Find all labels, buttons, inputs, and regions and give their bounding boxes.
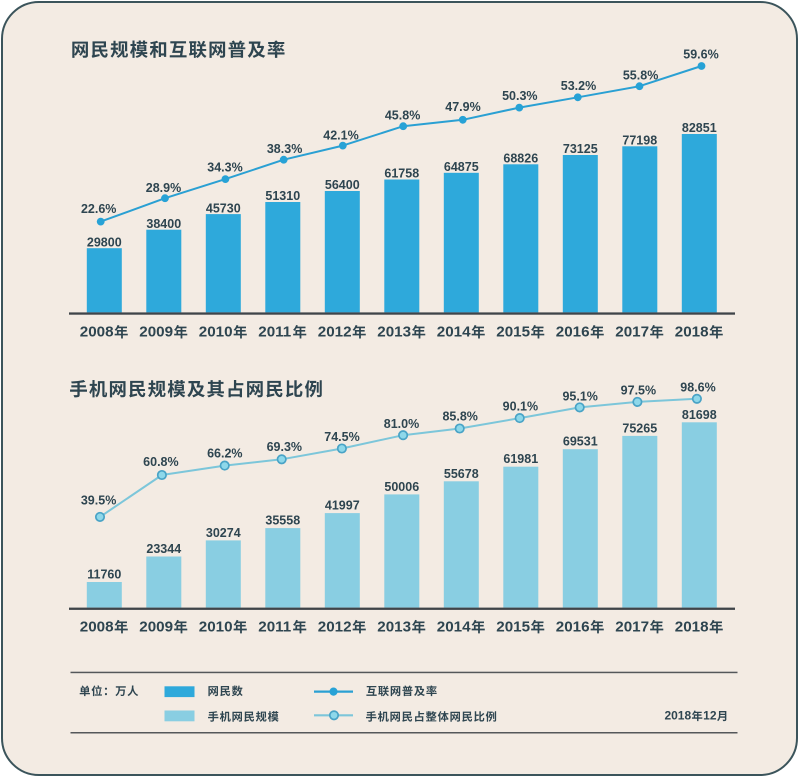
svg-text:97.5%: 97.5% — [621, 384, 656, 398]
svg-text:2014: 2014 — [437, 618, 471, 635]
svg-text:2018: 2018 — [675, 323, 709, 340]
svg-text:2012: 2012 — [318, 618, 352, 635]
svg-text:2013: 2013 — [377, 323, 411, 340]
svg-text:64875: 64875 — [444, 160, 479, 174]
svg-text:68826: 68826 — [503, 152, 538, 166]
svg-text:2017: 2017 — [615, 618, 649, 635]
svg-text:2016: 2016 — [556, 618, 590, 635]
svg-text:38.3%: 38.3% — [267, 142, 302, 156]
svg-text:35558: 35558 — [265, 514, 300, 528]
svg-text:2018: 2018 — [664, 708, 691, 722]
svg-text:53.2%: 53.2% — [561, 79, 596, 93]
svg-text:59.6%: 59.6% — [683, 48, 718, 62]
svg-text:30274: 30274 — [206, 526, 241, 540]
svg-text:2011: 2011 — [258, 323, 292, 340]
svg-text:2013: 2013 — [377, 618, 411, 635]
svg-text:74.5%: 74.5% — [324, 430, 359, 444]
svg-text:38400: 38400 — [146, 217, 181, 231]
svg-text:82851: 82851 — [682, 121, 717, 135]
svg-text:45730: 45730 — [206, 201, 241, 215]
svg-text:60.8%: 60.8% — [143, 455, 178, 469]
svg-text:81.0%: 81.0% — [384, 417, 419, 431]
svg-text:2008: 2008 — [80, 618, 114, 635]
svg-text:2017: 2017 — [615, 323, 649, 340]
svg-text:85.8%: 85.8% — [442, 410, 477, 424]
svg-text:2012: 2012 — [318, 323, 352, 340]
svg-text:2010: 2010 — [199, 618, 233, 635]
svg-text:12: 12 — [703, 708, 717, 722]
svg-text:73125: 73125 — [563, 142, 598, 156]
svg-text:51310: 51310 — [265, 189, 300, 203]
svg-text:2015: 2015 — [496, 323, 530, 340]
svg-text:90.1%: 90.1% — [503, 399, 538, 413]
svg-text:50006: 50006 — [384, 480, 419, 494]
svg-text:2008: 2008 — [80, 323, 114, 340]
svg-text:34.3%: 34.3% — [207, 161, 242, 175]
svg-text:55.8%: 55.8% — [623, 69, 658, 83]
svg-text:47.9%: 47.9% — [445, 100, 480, 114]
svg-text:39.5%: 39.5% — [81, 494, 116, 508]
svg-text:95.1%: 95.1% — [562, 389, 597, 403]
svg-text:29800: 29800 — [87, 235, 122, 249]
svg-text:2009: 2009 — [139, 618, 173, 635]
svg-text:23344: 23344 — [146, 542, 181, 556]
svg-text:75265: 75265 — [622, 421, 657, 435]
svg-text:66.2%: 66.2% — [207, 446, 242, 460]
svg-text:98.6%: 98.6% — [680, 381, 715, 395]
svg-text:81698: 81698 — [682, 408, 717, 422]
svg-text:69.3%: 69.3% — [267, 440, 302, 454]
svg-text:77198: 77198 — [622, 134, 657, 148]
svg-text:2015: 2015 — [496, 618, 530, 635]
svg-text:55678: 55678 — [444, 467, 479, 481]
svg-text:61981: 61981 — [503, 452, 538, 466]
svg-text:45.8%: 45.8% — [385, 108, 420, 122]
svg-text:22.6%: 22.6% — [81, 202, 116, 216]
svg-text:69531: 69531 — [563, 435, 598, 449]
svg-text:2011: 2011 — [258, 618, 292, 635]
svg-text:61758: 61758 — [384, 167, 419, 181]
svg-text:42.1%: 42.1% — [323, 128, 358, 142]
svg-text:50.3%: 50.3% — [502, 89, 537, 103]
svg-text:56400: 56400 — [325, 178, 360, 192]
svg-text:2014: 2014 — [437, 323, 471, 340]
svg-text:2016: 2016 — [556, 323, 590, 340]
svg-text:2018: 2018 — [675, 618, 709, 635]
svg-text:41997: 41997 — [325, 499, 360, 513]
svg-text:2009: 2009 — [139, 323, 173, 340]
svg-text:11760: 11760 — [87, 568, 121, 582]
svg-text:28.9%: 28.9% — [146, 181, 181, 195]
svg-text:2010: 2010 — [199, 323, 233, 340]
